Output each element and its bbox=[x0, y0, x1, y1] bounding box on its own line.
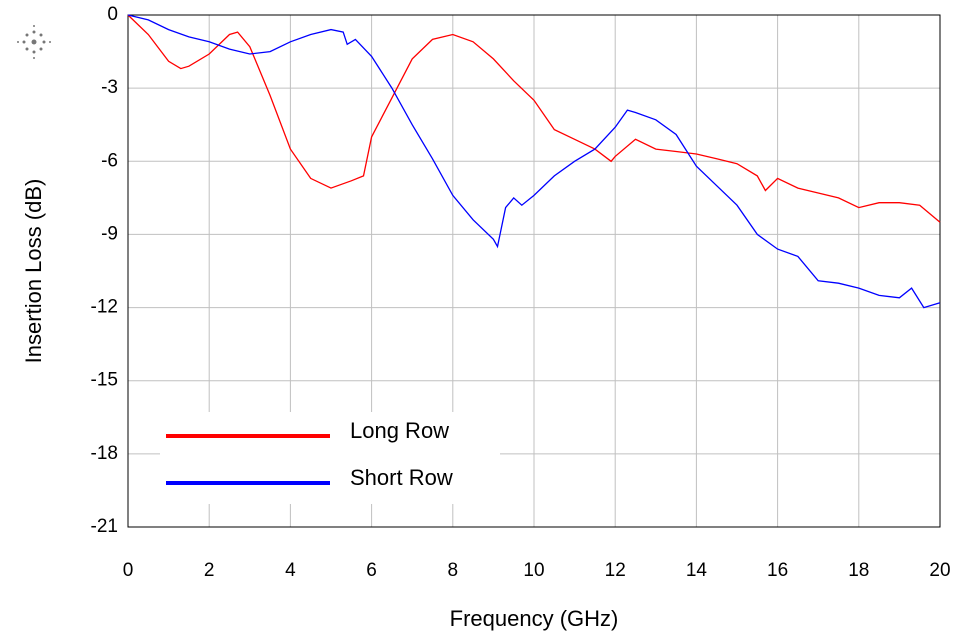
x-tick-label: 8 bbox=[448, 560, 459, 581]
legend-box bbox=[160, 412, 500, 504]
x-tick-label: 2 bbox=[204, 560, 215, 581]
series-line bbox=[127, 14, 941, 223]
y-tick-label: -9 bbox=[101, 223, 118, 244]
x-tick-label: 18 bbox=[848, 560, 869, 581]
x-tick-label: 20 bbox=[929, 560, 950, 581]
x-tick-label: 0 bbox=[123, 560, 134, 581]
x-tick-label: 4 bbox=[285, 560, 296, 581]
legend-label: Long Row bbox=[350, 418, 449, 443]
logo bbox=[17, 25, 51, 59]
plot-frame bbox=[127, 14, 941, 528]
y-tick-label: -18 bbox=[91, 443, 118, 464]
series-line bbox=[127, 14, 941, 309]
y-tick-label: -12 bbox=[91, 297, 118, 318]
x-tick-label: 6 bbox=[366, 560, 377, 581]
x-tick-label: 14 bbox=[686, 560, 708, 581]
y-tick-label: -21 bbox=[91, 516, 118, 537]
x-tick-label: 12 bbox=[605, 560, 626, 581]
x-tick-label: 16 bbox=[767, 560, 788, 581]
x-tick-label: 10 bbox=[523, 560, 544, 581]
y-axis-label: Insertion Loss (dB) bbox=[21, 179, 46, 364]
y-tick-label: -6 bbox=[101, 150, 118, 171]
y-tick-label: 0 bbox=[107, 4, 118, 25]
x-axis-label: Frequency (GHz) bbox=[450, 606, 619, 631]
legend-label: Short Row bbox=[350, 465, 453, 490]
y-tick-label: -3 bbox=[101, 77, 118, 98]
y-tick-label: -15 bbox=[91, 370, 118, 391]
